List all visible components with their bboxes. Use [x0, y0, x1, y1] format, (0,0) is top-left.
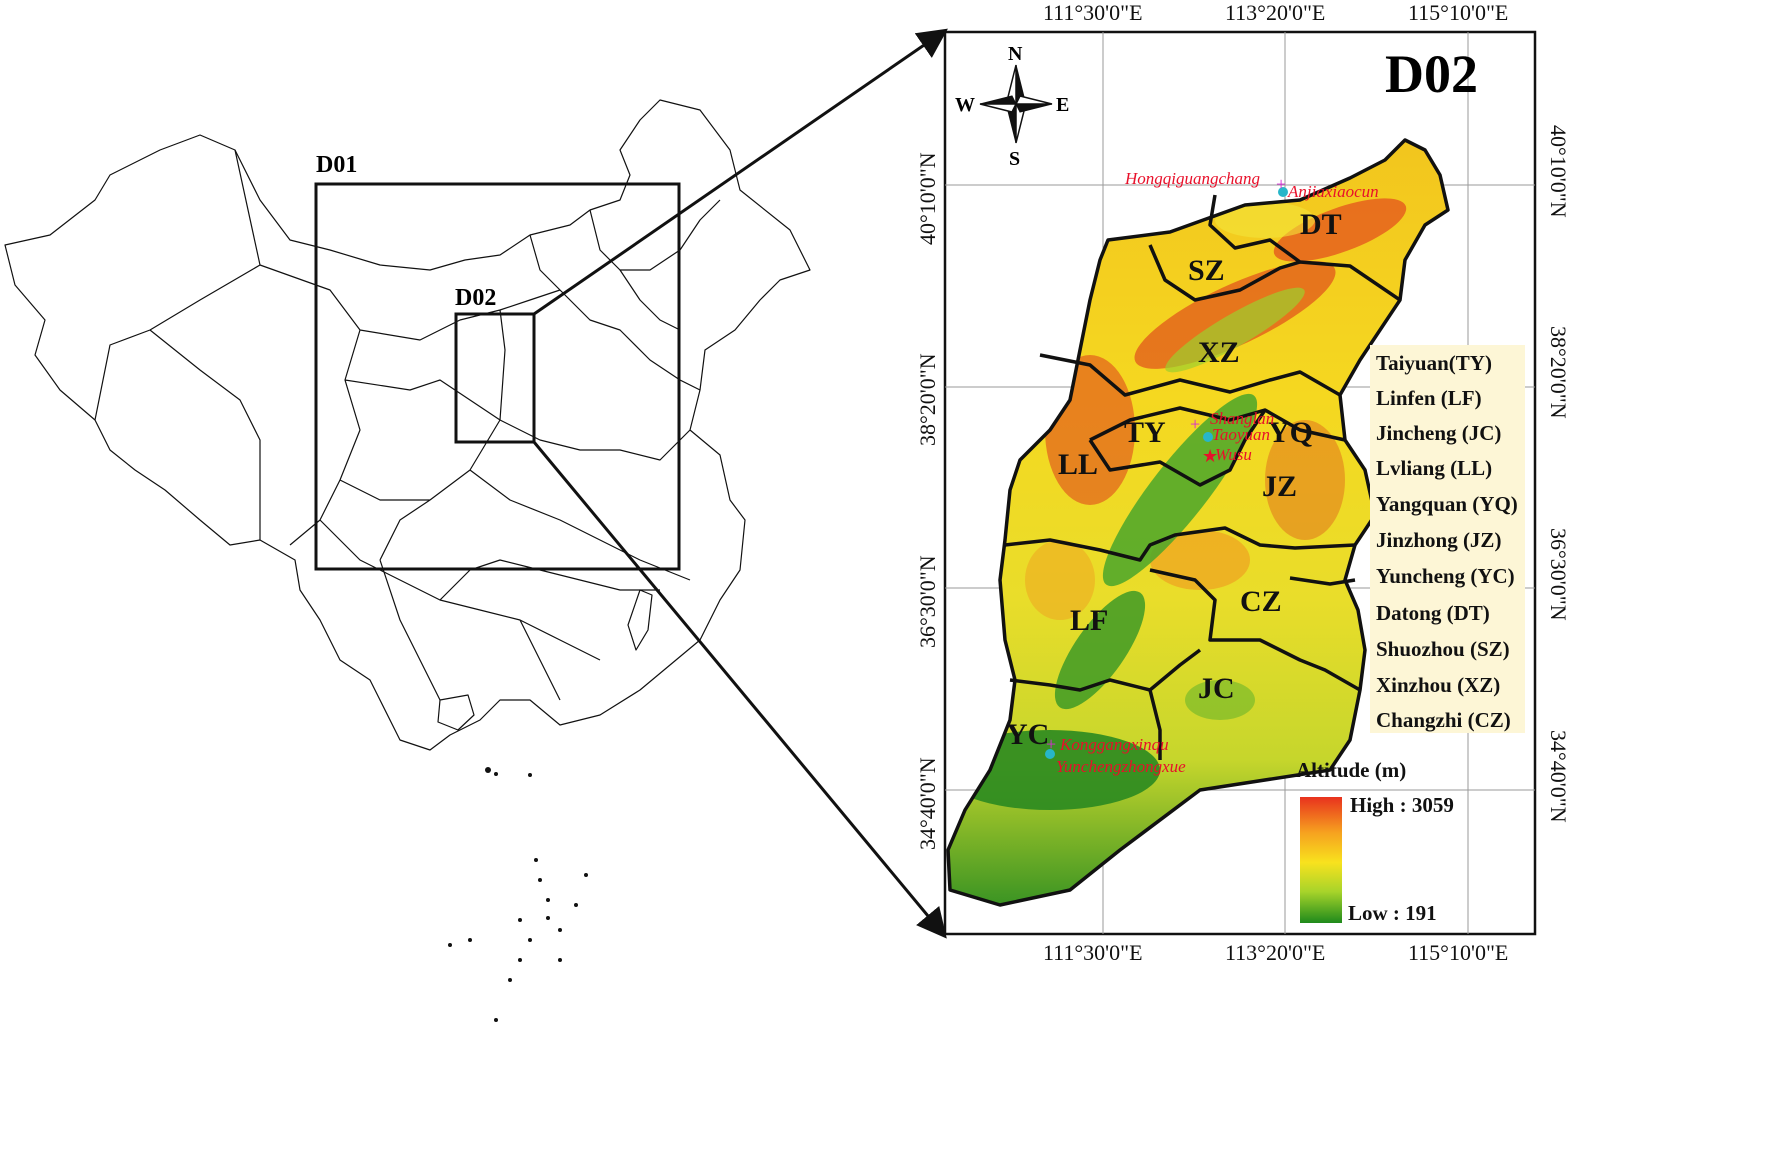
d02-domain-box: [454, 312, 536, 444]
site-cross-shanglan: +: [1190, 414, 1200, 434]
site-label-shanglan: Shanglan: [1210, 409, 1274, 428]
legend-city-11: Changzhi (CZ): [1376, 708, 1511, 732]
compass-e: E: [1056, 94, 1069, 116]
lat-left-2: 38°20'0"N: [915, 353, 940, 446]
site-marker-yunchengzhongxue: [1045, 749, 1055, 759]
hainan-outline: [437, 694, 475, 731]
site-label-konggangxinqu: Konggangxinqu: [1059, 735, 1169, 754]
compass-s: S: [1009, 148, 1020, 170]
legend-city-7: Yuncheng (YC): [1376, 564, 1515, 588]
lat-left-3: 36°30'0"N: [915, 555, 940, 648]
city-codes: DT SZ XZ YQ TY LL JZ CZ LF JC YC: [1006, 208, 1342, 751]
city-code-lf: LF: [1070, 604, 1108, 637]
lat-right-3: 36°30'0"N: [1546, 528, 1571, 621]
latitude-labels: 40°10'0"N 38°20'0"N 36°30'0"N 34°40'0"N …: [915, 125, 1571, 850]
south-sea-islands: [448, 767, 588, 1022]
lon-bottom-1: 111°30'0"E: [1043, 940, 1143, 965]
d01-domain-box: [314, 182, 681, 571]
lat-left-1: 40°10'0"N: [915, 152, 940, 245]
city-code-cz: CZ: [1240, 585, 1282, 618]
lon-bottom-3: 115°10'0"E: [1408, 940, 1508, 965]
legend-city-8: Datong (DT): [1376, 601, 1490, 625]
city-legend: Taiyuan(TY) Linfen (LF) Jincheng (JC) Lv…: [1370, 345, 1525, 733]
legend-city-2: Linfen (LF): [1376, 386, 1482, 410]
compass-w: W: [955, 94, 975, 116]
legend-city-10: Xinzhou (XZ): [1376, 673, 1500, 697]
city-code-xz: XZ: [1198, 336, 1240, 369]
lat-right-2: 38°20'0"N: [1546, 326, 1571, 419]
lat-right-1: 40°10'0"N: [1546, 125, 1571, 218]
site-label-anjiaxiaocun: Anjiaxiaocun: [1287, 182, 1379, 201]
altitude-high-label: High : 3059: [1350, 793, 1454, 817]
site-cross-hongqi: +: [1276, 174, 1286, 194]
legend-city-3: Jincheng (JC): [1376, 421, 1501, 445]
shanxi-elevation: [948, 140, 1448, 905]
province-lines: [94, 149, 721, 701]
city-code-jz: JZ: [1262, 470, 1297, 503]
site-cross-konggang: +: [1046, 734, 1056, 754]
city-code-jc: JC: [1198, 672, 1235, 705]
city-code-sz: SZ: [1188, 254, 1225, 287]
altitude-legend-title: Altitude (m): [1296, 758, 1406, 782]
lat-left-4: 34°40'0"N: [915, 757, 940, 850]
site-label-hongqiguangchang: Hongqiguangchang: [1124, 169, 1260, 188]
city-legend-background: [1370, 345, 1525, 733]
legend-city-4: Lvliang (LL): [1376, 456, 1492, 480]
city-code-ty: TY: [1124, 416, 1166, 449]
altitude-color-ramp: [1300, 797, 1342, 923]
legend-city-5: Yangquan (YQ): [1376, 492, 1518, 516]
altitude-low-label: Low : 191: [1348, 901, 1437, 925]
legend-city-6: Jinzhong (JZ): [1376, 528, 1501, 552]
zoom-arrow-bottom: [532, 441, 947, 939]
city-code-ll: LL: [1058, 448, 1098, 481]
site-label-wusu: Wusu: [1215, 445, 1252, 464]
city-code-dt: DT: [1300, 208, 1342, 241]
compass-n: N: [1008, 43, 1023, 65]
site-label-taoyuan: Taoyuan: [1212, 425, 1270, 444]
zoom-arrow-top: [533, 28, 948, 316]
city-code-yq: YQ: [1268, 416, 1313, 449]
compass-rose-icon: N S E W: [955, 43, 1069, 170]
city-code-yc: YC: [1006, 718, 1049, 751]
china-overview-map: D01 D02: [4, 28, 948, 1022]
d01-label: D01: [316, 152, 357, 178]
altitude-legend: Altitude (m) High : 3059 Low : 191: [1296, 758, 1454, 925]
china-outline: [4, 99, 811, 751]
lon-bottom-2: 113°20'0"E: [1225, 940, 1325, 965]
city-boundaries: [946, 138, 1450, 907]
d02-detail-map: DT SZ XZ YQ TY LL JZ CZ LF JC YC Hongqig…: [915, 0, 1571, 965]
d02-label: D02: [455, 285, 496, 311]
lat-right-4: 34°40'0"N: [1546, 730, 1571, 823]
taiwan-outline: [627, 589, 653, 651]
site-label-yunchengzhongxue: Yunchengzhongxue: [1056, 757, 1186, 776]
detail-title: D02: [1385, 44, 1478, 104]
legend-city-9: Shuozhou (SZ): [1376, 637, 1510, 661]
lon-top-3: 115°10'0"E: [1408, 0, 1508, 25]
site-star-wusu: ★: [1202, 446, 1218, 466]
site-marker-anjiaxiaocun: [1278, 187, 1288, 197]
site-marker-taoyuan: [1203, 432, 1213, 442]
monitoring-sites: Hongqiguangchang Anjiaxiaocun + + Shangl…: [1045, 169, 1379, 776]
longitude-labels: 111°30'0"E 113°20'0"E 115°10'0"E 111°30'…: [1043, 0, 1508, 965]
lon-top-2: 113°20'0"E: [1225, 0, 1325, 25]
lon-top-1: 111°30'0"E: [1043, 0, 1143, 25]
legend-city-1: Taiyuan(TY): [1376, 351, 1492, 375]
